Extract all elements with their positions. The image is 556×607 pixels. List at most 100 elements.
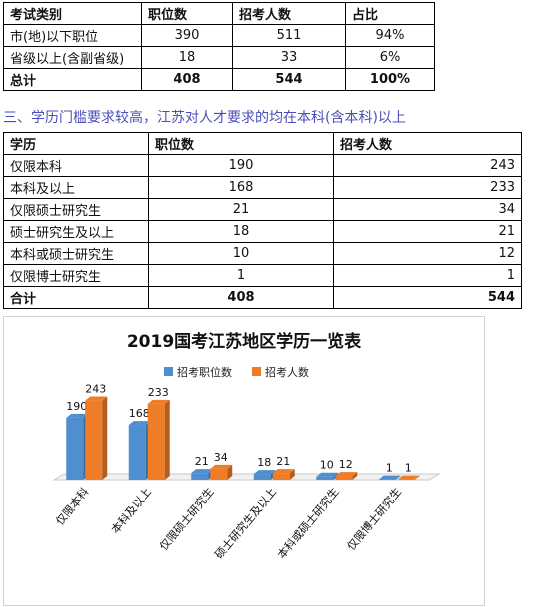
bar <box>316 476 334 480</box>
table-total-row: 总计 408 544 100% <box>3 68 435 91</box>
chart-title: 2019国考江苏地区学历一览表 <box>127 331 362 352</box>
table-cell: 18 <box>148 220 334 243</box>
header-cell: 职位数 <box>141 2 233 25</box>
bar <box>272 473 290 480</box>
table-cell: 合计 <box>3 286 149 309</box>
header-cell: 招考人数 <box>333 132 522 155</box>
data-label: 1 <box>386 462 393 475</box>
education-table: 学历 职位数 招考人数 仅限本科 190 243 本科及以上 168 233 仅… <box>3 132 522 309</box>
table-row: 本科及以上 168 233 <box>3 176 522 199</box>
table-cell: 33 <box>232 46 346 69</box>
bar <box>210 468 228 480</box>
header-cell: 学历 <box>3 132 149 155</box>
bar-side <box>102 396 108 480</box>
bar-top <box>253 470 276 475</box>
data-label: 10 <box>320 459 334 472</box>
data-label: 21 <box>195 455 209 468</box>
header-cell: 占比 <box>345 2 435 25</box>
bar-top <box>272 469 295 474</box>
table-row: 本科或硕士研究生 10 12 <box>3 242 522 265</box>
table-total-row: 合计 408 544 <box>3 286 522 309</box>
bar-top <box>335 472 358 477</box>
bar <box>253 474 271 480</box>
legend-label: 招考职位数 <box>177 365 232 379</box>
bar-side <box>164 399 170 480</box>
table-cell: 190 <box>148 154 334 177</box>
data-label: 18 <box>257 456 271 469</box>
table-cell: 100% <box>345 68 435 91</box>
table-cell: 511 <box>232 24 346 47</box>
bar <box>335 476 353 480</box>
chart-container: 2019国考江苏地区学历一览表 招考职位数 招考人数 190 243 仅限本科 168 233… <box>3 316 485 606</box>
bar <box>147 403 165 480</box>
table-cell: 本科及以上 <box>3 176 149 199</box>
bar-top <box>316 472 339 477</box>
header-cell: 招考人数 <box>232 2 346 25</box>
table-cell: 1 <box>333 264 522 287</box>
bar-top <box>85 396 108 401</box>
data-label: 243 <box>85 383 106 396</box>
table-cell: 390 <box>141 24 233 47</box>
table-row: 仅限本科 190 243 <box>3 154 522 177</box>
table-cell: 243 <box>333 154 522 177</box>
table-cell: 硕士研究生及以上 <box>3 220 149 243</box>
table-cell: 408 <box>141 68 233 91</box>
bar-top <box>210 464 233 469</box>
data-label: 190 <box>66 400 87 413</box>
bar-top <box>191 469 214 474</box>
table-cell: 1 <box>148 264 334 287</box>
table-row: 仅限博士研究生 1 1 <box>3 264 522 287</box>
table-cell: 21 <box>148 198 334 221</box>
legend-label: 招考人数 <box>265 365 309 379</box>
bar <box>66 417 84 480</box>
table-cell: 168 <box>148 176 334 199</box>
data-label: 1 <box>405 462 412 475</box>
category-label: 本科及以上 <box>108 485 154 536</box>
table-cell: 18 <box>141 46 233 69</box>
table-cell: 仅限硕士研究生 <box>3 198 149 221</box>
table-cell: 仅限本科 <box>3 154 149 177</box>
section-heading: 三、学历门槛要求较高，江苏对人才要求的均在本科(含本科)以上 <box>3 110 406 126</box>
category-label: 本科或硕士研究生 <box>274 485 341 561</box>
bar-side <box>414 475 420 480</box>
data-label: 233 <box>148 386 169 399</box>
table-row: 硕士研究生及以上 18 21 <box>3 220 522 243</box>
table-cell: 省级以上(含副省级) <box>3 46 142 69</box>
bar <box>191 473 209 480</box>
table-cell: 本科或硕士研究生 <box>3 242 149 265</box>
header-cell: 考试类别 <box>3 2 142 25</box>
table-cell: 12 <box>333 242 522 265</box>
table-cell: 544 <box>333 286 522 309</box>
table-cell: 21 <box>333 220 522 243</box>
bar-top <box>128 421 151 426</box>
table-header-row: 学历 职位数 招考人数 <box>3 132 522 155</box>
category-label: 仅限本科 <box>53 485 92 528</box>
table-cell: 总计 <box>3 68 142 91</box>
legend-swatch <box>164 367 173 376</box>
table-row: 仅限硕士研究生 21 34 <box>3 198 522 221</box>
table-cell: 408 <box>148 286 334 309</box>
bar-side <box>395 475 401 480</box>
data-label: 12 <box>339 458 353 471</box>
data-label: 21 <box>276 455 290 468</box>
table-row: 市(地)以下职位 390 511 94% <box>3 24 435 47</box>
category-table: 考试类别 职位数 招考人数 占比 市(地)以下职位 390 511 94% 省级… <box>3 2 435 91</box>
bar-side <box>227 464 233 480</box>
category-label: 硕士研究生及以上 <box>212 485 279 561</box>
category-label: 仅限博士研究生 <box>344 485 404 553</box>
table-cell: 6% <box>345 46 435 69</box>
table-row: 省级以上(含副省级) 18 33 6% <box>3 46 435 69</box>
bar <box>85 400 103 480</box>
bar-top <box>378 475 401 480</box>
table-header-row: 考试类别 职位数 招考人数 占比 <box>3 2 435 25</box>
table-cell: 94% <box>345 24 435 47</box>
bar-top <box>66 413 89 418</box>
table-cell: 市(地)以下职位 <box>3 24 142 47</box>
bar-side <box>289 469 295 480</box>
table-cell: 34 <box>333 198 522 221</box>
table-cell: 544 <box>232 68 346 91</box>
bar <box>128 425 146 480</box>
table-cell: 仅限博士研究生 <box>3 264 149 287</box>
header-cell: 职位数 <box>148 132 334 155</box>
